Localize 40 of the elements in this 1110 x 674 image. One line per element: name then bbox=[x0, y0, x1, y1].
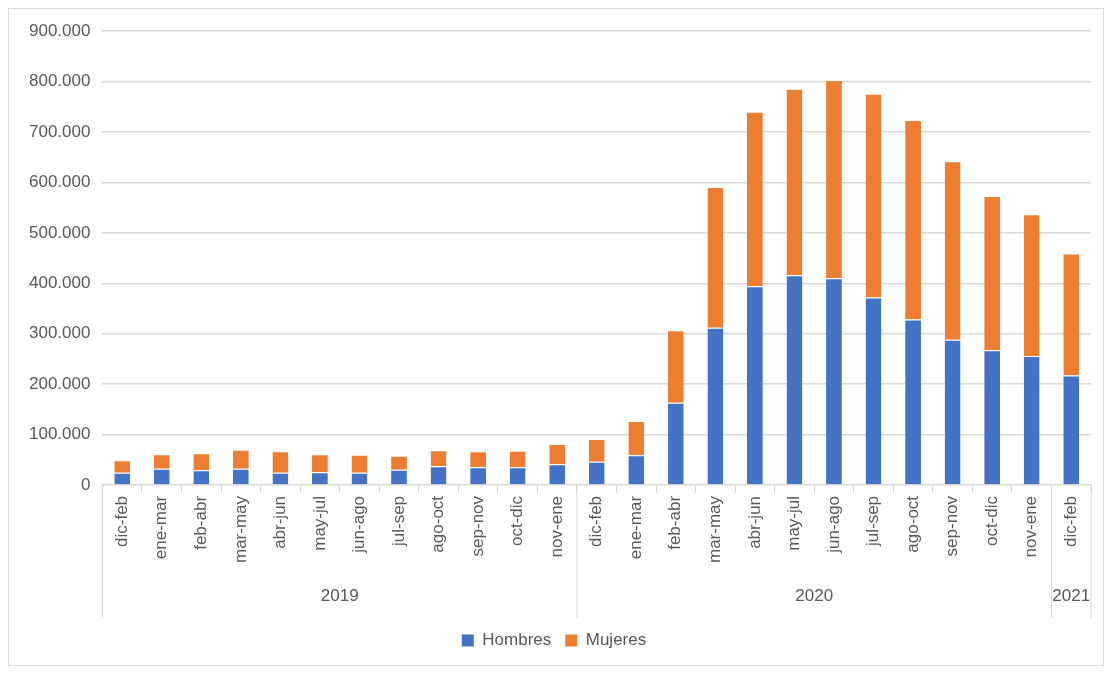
x-tick-label: ene-mar bbox=[625, 495, 645, 560]
x-tick-label: ago-oct bbox=[428, 495, 448, 553]
x-tick-label: dic-feb bbox=[111, 495, 131, 547]
y-tick-label: 300.000 bbox=[29, 323, 91, 343]
x-tick-label: may-jul bbox=[309, 495, 329, 551]
y-tick-label: 0 bbox=[80, 474, 91, 494]
x-tick-label: feb-abr bbox=[190, 495, 210, 550]
x-tick-label: jul-sep bbox=[863, 495, 883, 548]
legend-label: Mujeres bbox=[585, 630, 647, 650]
x-tick-label: ago-oct bbox=[902, 495, 922, 553]
x-tick-label: nov-ene bbox=[546, 495, 566, 558]
x-tick-label: jun-ago bbox=[349, 495, 369, 554]
legend-label: Hombres bbox=[482, 630, 552, 650]
x-tick-label: feb-abr bbox=[665, 495, 685, 550]
y-tick-label: 900.000 bbox=[29, 20, 91, 40]
y-tick-label: 100.000 bbox=[29, 424, 91, 444]
text: 2020 bbox=[795, 585, 834, 605]
x-tick-label: dic-feb bbox=[1060, 495, 1080, 547]
text: 2019 bbox=[320, 585, 359, 605]
x-tick-label: mar-may bbox=[230, 495, 250, 564]
y-tick-label: 400.000 bbox=[29, 272, 91, 292]
x-tick-label: mar-may bbox=[705, 495, 725, 564]
x-tick-label: sep-nov bbox=[942, 495, 962, 557]
x-tick-label: ene-mar bbox=[151, 495, 171, 560]
x-tick-label: oct-dic bbox=[507, 495, 527, 547]
x-tick-label: abr-jun bbox=[744, 495, 764, 549]
x-tick-label: jun-ago bbox=[823, 495, 843, 554]
x-tick-label: may-jul bbox=[784, 495, 804, 551]
y-tick-label: 800.000 bbox=[29, 71, 91, 91]
y-tick-label: 700.000 bbox=[29, 121, 91, 141]
x-tick-label: oct-dic bbox=[981, 495, 1001, 547]
x-tick-label: nov-ene bbox=[1021, 495, 1041, 558]
y-tick-label: 600.000 bbox=[29, 172, 91, 192]
x-tick-label: jul-sep bbox=[388, 495, 408, 548]
x-tick-label: dic-feb bbox=[586, 495, 606, 547]
x-tick-label: abr-jun bbox=[270, 495, 290, 549]
x-tick-label: sep-nov bbox=[467, 495, 487, 557]
y-tick-label: 200.000 bbox=[29, 373, 91, 393]
text: 2021 bbox=[1052, 585, 1091, 605]
y-tick-label: 500.000 bbox=[29, 222, 91, 242]
